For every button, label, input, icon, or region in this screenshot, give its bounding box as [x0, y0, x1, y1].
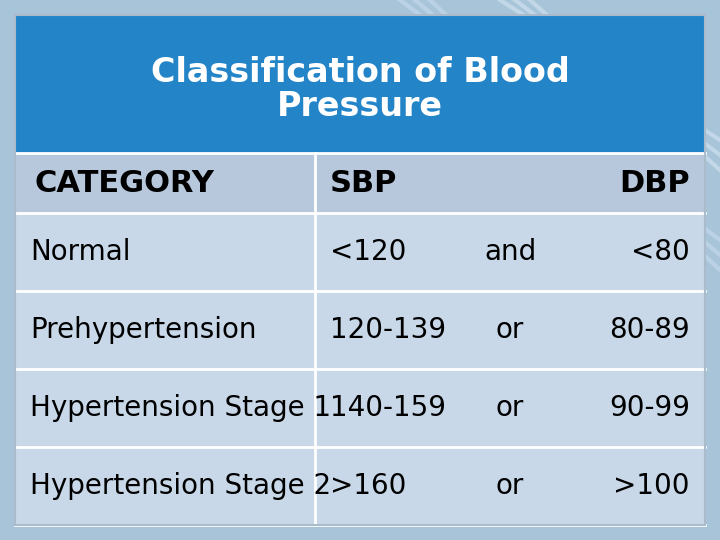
Text: Classification of Blood: Classification of Blood — [150, 56, 570, 89]
Text: >160: >160 — [330, 472, 407, 500]
Bar — [15, 447, 705, 525]
Text: DBP: DBP — [619, 168, 690, 198]
Text: <80: <80 — [631, 238, 690, 266]
Text: Hypertension Stage 1: Hypertension Stage 1 — [30, 394, 331, 422]
Text: or: or — [496, 472, 524, 500]
Text: or: or — [496, 316, 524, 344]
Bar — [15, 291, 705, 369]
Text: 120-139: 120-139 — [330, 316, 446, 344]
Text: 80-89: 80-89 — [609, 316, 690, 344]
Bar — [15, 153, 705, 213]
Text: Hypertension Stage 2: Hypertension Stage 2 — [30, 472, 331, 500]
Text: or: or — [496, 394, 524, 422]
Text: <120: <120 — [330, 238, 407, 266]
Text: SBP: SBP — [330, 168, 397, 198]
Bar — [15, 369, 705, 447]
Text: 140-159: 140-159 — [330, 394, 446, 422]
Text: and: and — [484, 238, 536, 266]
Text: >100: >100 — [613, 472, 690, 500]
Bar — [15, 15, 705, 153]
Text: Pressure: Pressure — [277, 90, 443, 123]
Text: CATEGORY: CATEGORY — [35, 168, 215, 198]
Text: Normal: Normal — [30, 238, 130, 266]
Text: 90-99: 90-99 — [609, 394, 690, 422]
Bar — [15, 213, 705, 291]
Text: Prehypertension: Prehypertension — [30, 316, 256, 344]
